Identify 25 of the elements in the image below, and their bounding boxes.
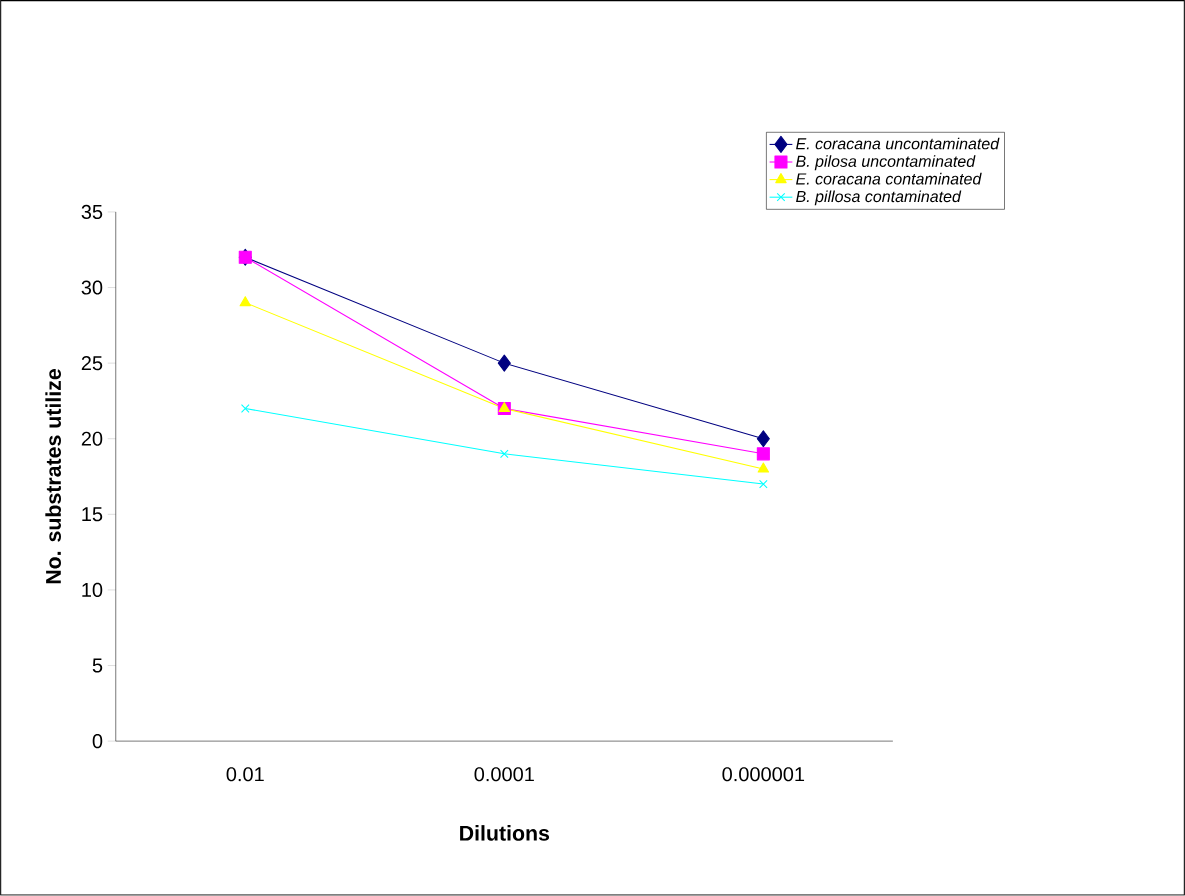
point	[756, 447, 770, 461]
legend-label: E. coracana contaminated	[796, 172, 982, 185]
x-tick-label: 0.01	[226, 767, 264, 782]
point	[757, 462, 770, 473]
point	[500, 449, 509, 459]
y-tick-label: 20	[81, 431, 103, 446]
x-tick-label: 0.0001	[474, 767, 534, 782]
point	[759, 479, 768, 489]
x-axis-title: Dilutions	[460, 825, 550, 841]
y-tick-label: 5	[92, 658, 103, 673]
y-tick-label: 10	[82, 582, 103, 598]
y-tick-label: 30	[81, 280, 103, 295]
y-axis-title: No. substrates utilize	[45, 369, 61, 584]
legend-label: B. pillosa contaminated	[796, 190, 962, 206]
y-tick-label: 0	[92, 734, 103, 749]
point	[240, 404, 250, 413]
y-tick-label: 35	[81, 204, 103, 220]
point	[239, 296, 252, 307]
y-tick-label: 25	[81, 356, 103, 371]
point	[497, 354, 511, 372]
legend-label: B. pilosa uncontaminated	[796, 155, 976, 171]
x-tick-label: 0.000001	[722, 767, 805, 782]
y-tick-label: 15	[82, 507, 103, 522]
legend-label: E. coracana uncontaminated	[796, 137, 1000, 150]
point	[756, 430, 770, 448]
